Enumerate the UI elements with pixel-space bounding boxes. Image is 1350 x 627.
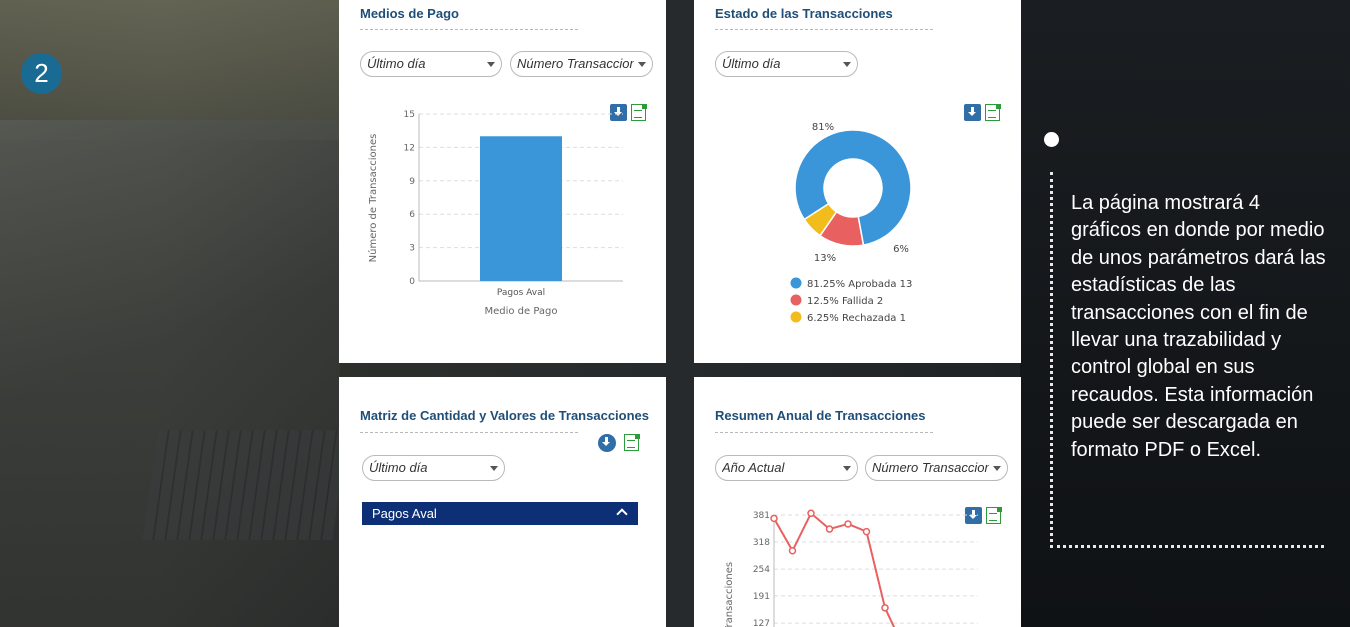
donut-slice[interactable] xyxy=(794,129,912,246)
y-tick-label: 254 xyxy=(753,565,770,575)
chevron-down-icon xyxy=(490,466,498,471)
panel-title: Medios de Pago xyxy=(360,6,459,21)
title-divider xyxy=(715,432,933,433)
y-axis-label: Número de Transacciones xyxy=(367,134,379,263)
y-tick-label: 3 xyxy=(409,244,415,254)
panel-title: Matriz de Cantidad y Valores de Transacc… xyxy=(360,408,649,423)
export-excel-icon[interactable] xyxy=(631,103,647,121)
chevron-down-icon xyxy=(843,62,851,67)
slice-percent-label: 81% xyxy=(812,122,834,133)
export-excel-icon[interactable] xyxy=(986,506,1002,524)
y-tick-label: 6 xyxy=(409,210,415,220)
legend-label[interactable]: 6.25% Rechazada 1 xyxy=(807,313,906,324)
period-select[interactable]: Último día xyxy=(360,51,502,77)
data-point[interactable] xyxy=(788,547,797,555)
data-point[interactable] xyxy=(844,520,852,528)
y-axis-label: Transacciones xyxy=(724,562,735,627)
slice-percent-label: 13% xyxy=(814,253,836,264)
step-number-badge: 2 xyxy=(21,53,62,94)
chevron-down-icon xyxy=(843,466,851,471)
x-tick-label: Pagos Aval xyxy=(497,288,545,298)
data-point[interactable] xyxy=(807,509,815,518)
background-photo-right xyxy=(1020,0,1350,627)
chevron-down-icon xyxy=(638,62,646,67)
note-dotted-frame xyxy=(1050,172,1324,548)
legend-swatch xyxy=(790,311,802,323)
metric-select[interactable]: Número Transacciones xyxy=(510,51,653,77)
panel-resumen-anual: Resumen Anual de Transacciones Año Actua… xyxy=(694,377,1021,627)
background-photo-keyboard xyxy=(142,430,348,540)
export-excel-icon[interactable] xyxy=(985,103,1001,121)
legend-label[interactable]: 12.5% Fallida 2 xyxy=(807,296,883,307)
export-excel-icon[interactable] xyxy=(624,433,640,451)
panel-estado-transacciones: Estado de las Transacciones Último día 8… xyxy=(694,0,1021,363)
metric-select[interactable]: Número Transacciones xyxy=(865,455,1008,481)
y-tick-label: 381 xyxy=(753,511,770,521)
chevron-down-icon xyxy=(993,466,1001,471)
note-description: La página mostrará 4 gráficos en donde p… xyxy=(1071,192,1326,461)
bar-chart: 0 3 6 9 12 15 Pagos Aval Número de Transaccio… xyxy=(367,110,623,317)
series-line xyxy=(773,511,896,627)
data-point[interactable] xyxy=(770,514,778,523)
legend-swatch xyxy=(790,294,802,306)
chevron-down-icon xyxy=(487,62,495,67)
y-tick-label: 0 xyxy=(409,277,415,287)
background-photo-laptop xyxy=(0,120,340,627)
x-axis-label: Medio de Pago xyxy=(484,306,557,317)
title-divider xyxy=(715,29,933,30)
title-divider xyxy=(360,432,578,433)
title-divider xyxy=(360,29,578,30)
data-point[interactable] xyxy=(881,604,889,612)
legend-swatch xyxy=(790,277,802,289)
period-select[interactable]: Año Actual xyxy=(715,455,858,481)
panel-title: Estado de las Transacciones xyxy=(715,6,893,21)
panel-matriz-cantidad-valores: Matriz de Cantidad y Valores de Transacc… xyxy=(339,377,666,627)
y-tick-label: 15 xyxy=(404,110,415,120)
panel-medios-de-pago: Medios de Pago Último día Número Transac… xyxy=(339,0,666,363)
download-icon[interactable] xyxy=(598,434,616,452)
bar[interactable] xyxy=(480,136,562,281)
y-tick-label: 12 xyxy=(404,143,415,153)
section-header-label: Pagos Aval xyxy=(372,506,437,521)
note-bullet-dot xyxy=(1044,132,1059,147)
chevron-up-icon xyxy=(616,508,628,520)
y-tick-label: 318 xyxy=(753,538,770,548)
data-point[interactable] xyxy=(825,525,834,533)
donut-slice[interactable] xyxy=(803,202,838,237)
panel-title: Resumen Anual de Transacciones xyxy=(715,408,926,423)
data-point[interactable] xyxy=(862,527,871,536)
y-tick-label: 9 xyxy=(409,177,415,187)
period-select[interactable]: Último día xyxy=(715,51,858,77)
side-credit-logo xyxy=(24,560,34,625)
y-tick-label: 127 xyxy=(753,619,770,627)
y-tick-label: 191 xyxy=(753,592,770,602)
section-header-pagos-aval[interactable]: Pagos Aval xyxy=(362,502,638,525)
period-select[interactable]: Último día xyxy=(362,455,505,481)
slice-percent-label: 6% xyxy=(893,244,909,255)
legend-label[interactable]: 81.25% Aprobada 13 xyxy=(807,279,912,290)
line-chart: 127 191 254 318 381 Transacciones xyxy=(724,509,978,627)
download-pdf-icon[interactable] xyxy=(964,104,981,121)
donut-chart: 81% 13% 6% 81.25% Aprobada 13 12.5% Fallida… xyxy=(790,122,912,324)
